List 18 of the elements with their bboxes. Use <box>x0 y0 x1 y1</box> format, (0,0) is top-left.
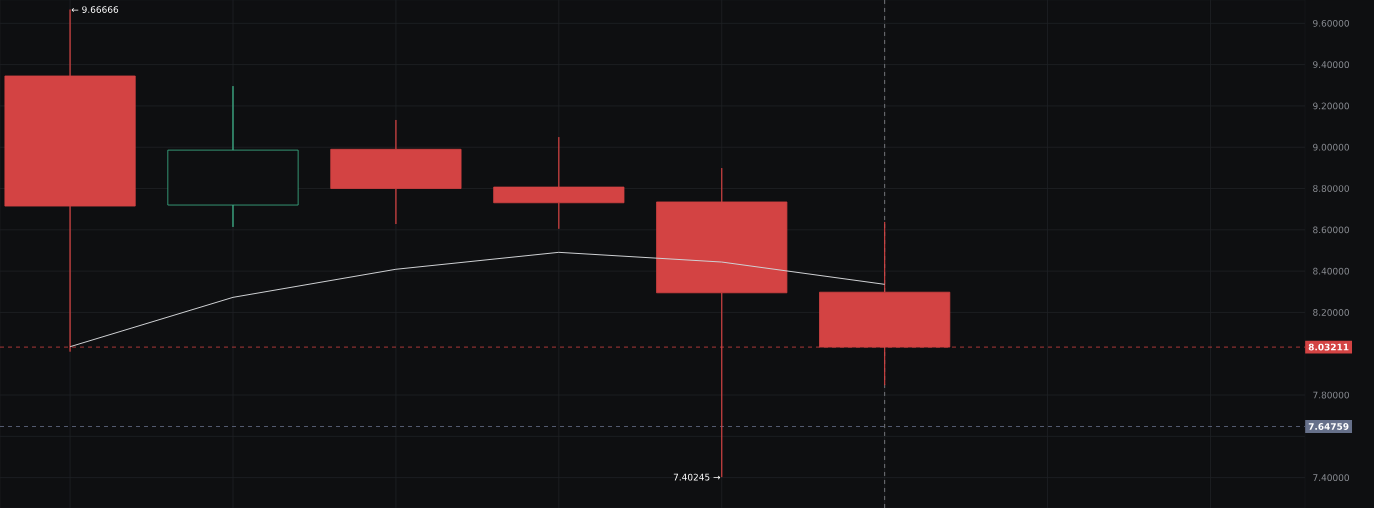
y-tick-label: 8.20000 <box>1313 309 1349 316</box>
ref-line-label: 8.03211 <box>1308 343 1349 351</box>
candlestick <box>167 85 299 228</box>
annotation: 7.40245 → <box>673 473 721 481</box>
y-tick-label: 9.20000 <box>1313 102 1349 110</box>
y-tick-label: 7.40000 <box>1313 474 1349 482</box>
line-series <box>69 251 886 348</box>
annotation: ← 9.66666 <box>71 6 119 13</box>
y-tick-label: 9.60000 <box>1313 19 1349 27</box>
y-tick-label: 9.00000 <box>1313 143 1349 151</box>
y-tick-label: 8.80000 <box>1313 185 1349 192</box>
y-tick-label: 8.40000 <box>1313 267 1349 275</box>
candlestick <box>330 119 462 225</box>
y-tick-label: 9.40000 <box>1313 61 1349 69</box>
candlestick <box>493 136 625 230</box>
y-tick-label: 8.60000 <box>1313 226 1349 234</box>
ref-line-label: 7.64759 <box>1308 423 1349 430</box>
y-tick-label: 7.80000 <box>1313 391 1349 399</box>
